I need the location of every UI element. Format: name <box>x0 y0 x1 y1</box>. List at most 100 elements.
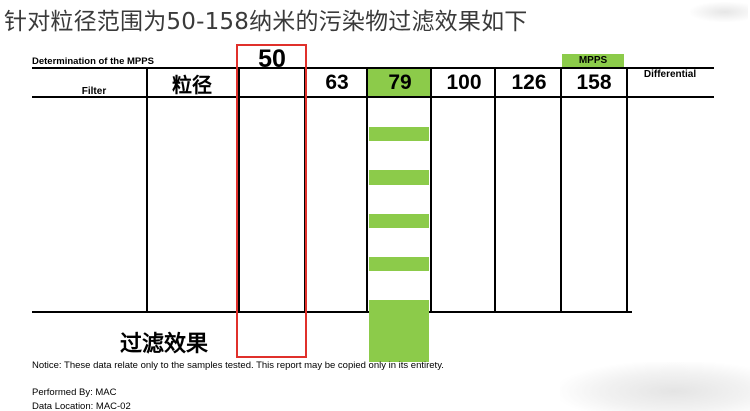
table-cell-upstream <box>563 228 623 243</box>
particle-size-header: 126 <box>511 71 547 94</box>
background-decoration <box>560 362 750 411</box>
filter-name <box>64 187 124 201</box>
table-cell-upstream <box>497 228 559 243</box>
table-cell-upstream <box>307 141 365 156</box>
mean-penetration-value <box>497 313 559 328</box>
table-cell-downstream <box>563 199 623 214</box>
table-cell-upstream <box>563 141 623 156</box>
grid-hline-summary <box>32 311 632 313</box>
efficiency-big-value <box>497 340 559 362</box>
grid-vline <box>430 69 432 313</box>
table-cell-downstream <box>369 243 429 258</box>
table-cell-downstream <box>369 156 429 171</box>
table-cell-upstream <box>497 185 559 200</box>
table-cell-downstream <box>433 112 493 127</box>
table-cell-upstream <box>497 271 559 286</box>
table-cell-downstream <box>563 286 623 301</box>
filter-name <box>64 100 124 114</box>
table-cell-upstream <box>497 98 559 113</box>
table-cell-downstream <box>563 243 623 258</box>
efficiency-big-value <box>563 340 623 362</box>
table-cell-penetration <box>497 257 559 272</box>
particle-size-header: 158 <box>576 71 612 94</box>
table-cell-upstream <box>563 271 623 286</box>
table-cell-penetration <box>369 300 429 315</box>
table-cell-downstream <box>497 199 559 214</box>
table-cell-downstream <box>563 156 623 171</box>
efficiency-value <box>369 327 429 342</box>
table-cell-downstream <box>433 243 493 258</box>
particle-size-header: 63 <box>325 71 349 94</box>
grid-vline <box>146 69 148 313</box>
table-cell-penetration <box>307 214 365 229</box>
table-cell-upstream <box>369 271 429 286</box>
background-decoration-top <box>690 2 748 22</box>
table-cell-downstream <box>307 112 365 127</box>
filter-column-header: Filter <box>81 86 107 97</box>
table-cell-penetration <box>497 170 559 185</box>
filter-name <box>64 144 124 158</box>
table-cell-downstream <box>307 156 365 171</box>
table-cell-penetration <box>307 170 365 185</box>
table-cell-penetration <box>563 127 623 142</box>
grid-hline-header <box>32 96 714 98</box>
table-cell-upstream <box>307 228 365 243</box>
table-cell-downstream <box>433 286 493 301</box>
table-cell-penetration <box>563 214 623 229</box>
table-cell-downstream <box>307 199 365 214</box>
differential-value <box>628 187 712 202</box>
table-cell-upstream <box>563 98 623 113</box>
mean-penetration-value <box>563 313 623 328</box>
table-cell-upstream <box>307 185 365 200</box>
table-cell-downstream <box>497 286 559 301</box>
differential-value <box>628 144 712 159</box>
mpps-badge: MPPS <box>562 54 624 68</box>
table-cell-downstream <box>369 199 429 214</box>
particle-size-header: 100 <box>446 71 482 94</box>
grid-vline <box>366 69 368 313</box>
page-title: 针对粒径范围为50-158纳米的污染物过滤效果如下 <box>4 9 528 35</box>
differential-value <box>628 274 712 289</box>
table-cell-downstream <box>369 112 429 127</box>
table-cell-downstream <box>307 286 365 301</box>
mean-penetration-value <box>307 313 365 328</box>
particle-size-header: 79 <box>368 69 432 97</box>
table-cell-downstream <box>497 156 559 171</box>
table-cell-upstream <box>433 98 493 113</box>
table-cell-upstream <box>563 185 623 200</box>
table-cell-penetration <box>369 213 429 229</box>
table-cell-penetration <box>307 257 365 272</box>
data-location: Data Location: MAC-02 <box>32 401 131 411</box>
grid-vline <box>626 69 628 313</box>
filter-name <box>64 231 124 245</box>
table-cell-upstream <box>433 228 493 243</box>
differential-value <box>628 231 712 246</box>
table-cell-downstream <box>497 243 559 258</box>
mean-penetration-value <box>433 313 493 328</box>
table-cell-penetration <box>497 127 559 142</box>
efficiency-cn-label: 过滤效果 <box>120 332 209 357</box>
table-cell-upstream <box>369 98 429 113</box>
particle-size-label: 粒径 <box>172 73 212 97</box>
table-cell-penetration <box>433 257 493 272</box>
table-cell-penetration <box>369 126 429 142</box>
table-cell-downstream <box>433 156 493 171</box>
grid-hline-top <box>32 67 714 69</box>
performed-by: Performed By: MAC <box>32 387 117 398</box>
table-cell-upstream <box>433 141 493 156</box>
mean-penetration-value <box>369 313 429 328</box>
table-cell-upstream <box>497 141 559 156</box>
table-cell-downstream <box>497 112 559 127</box>
table-cell-upstream <box>433 271 493 286</box>
table-heading: Determination of the MPPS <box>32 56 154 67</box>
table-cell-downstream <box>563 112 623 127</box>
notice-text: Notice: These data relate only to the sa… <box>32 360 444 371</box>
table-cell-downstream <box>307 243 365 258</box>
table-cell-penetration <box>433 214 493 229</box>
table-cell-penetration <box>563 170 623 185</box>
grid-vline <box>494 69 496 313</box>
table-cell-penetration <box>307 127 365 142</box>
efficiency-big-value <box>307 340 365 362</box>
differential-value <box>628 100 712 115</box>
column-50-highlight <box>236 44 307 358</box>
